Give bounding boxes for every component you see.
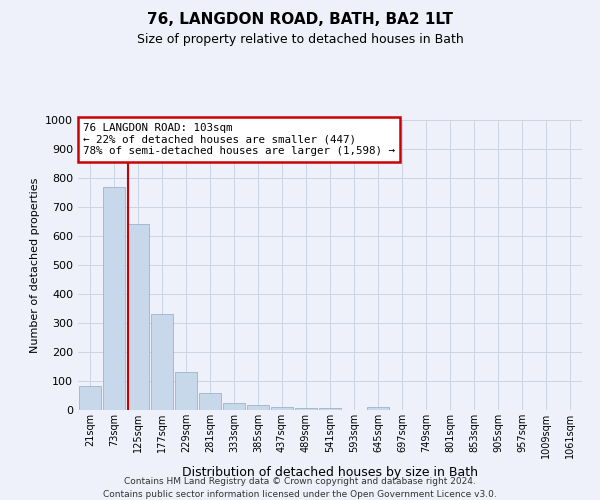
Bar [271, 406, 293, 410]
Bar [79, 386, 101, 410]
Text: 76, LANGDON ROAD, BATH, BA2 1LT: 76, LANGDON ROAD, BATH, BA2 1LT [147, 12, 453, 28]
Bar [103, 186, 125, 410]
X-axis label: Distribution of detached houses by size in Bath: Distribution of detached houses by size … [182, 466, 478, 479]
Bar [247, 405, 269, 410]
Bar [127, 224, 149, 410]
Bar [151, 314, 173, 410]
Bar [367, 407, 389, 410]
Text: 76 LANGDON ROAD: 103sqm
← 22% of detached houses are smaller (447)
78% of semi-d: 76 LANGDON ROAD: 103sqm ← 22% of detache… [83, 123, 395, 156]
Text: Size of property relative to detached houses in Bath: Size of property relative to detached ho… [137, 32, 463, 46]
Text: Contains HM Land Registry data © Crown copyright and database right 2024.: Contains HM Land Registry data © Crown c… [124, 478, 476, 486]
Y-axis label: Number of detached properties: Number of detached properties [29, 178, 40, 352]
Text: Contains public sector information licensed under the Open Government Licence v3: Contains public sector information licen… [103, 490, 497, 499]
Bar [199, 393, 221, 410]
Bar [295, 408, 317, 410]
Bar [223, 403, 245, 410]
Bar [175, 372, 197, 410]
Bar [319, 408, 341, 410]
